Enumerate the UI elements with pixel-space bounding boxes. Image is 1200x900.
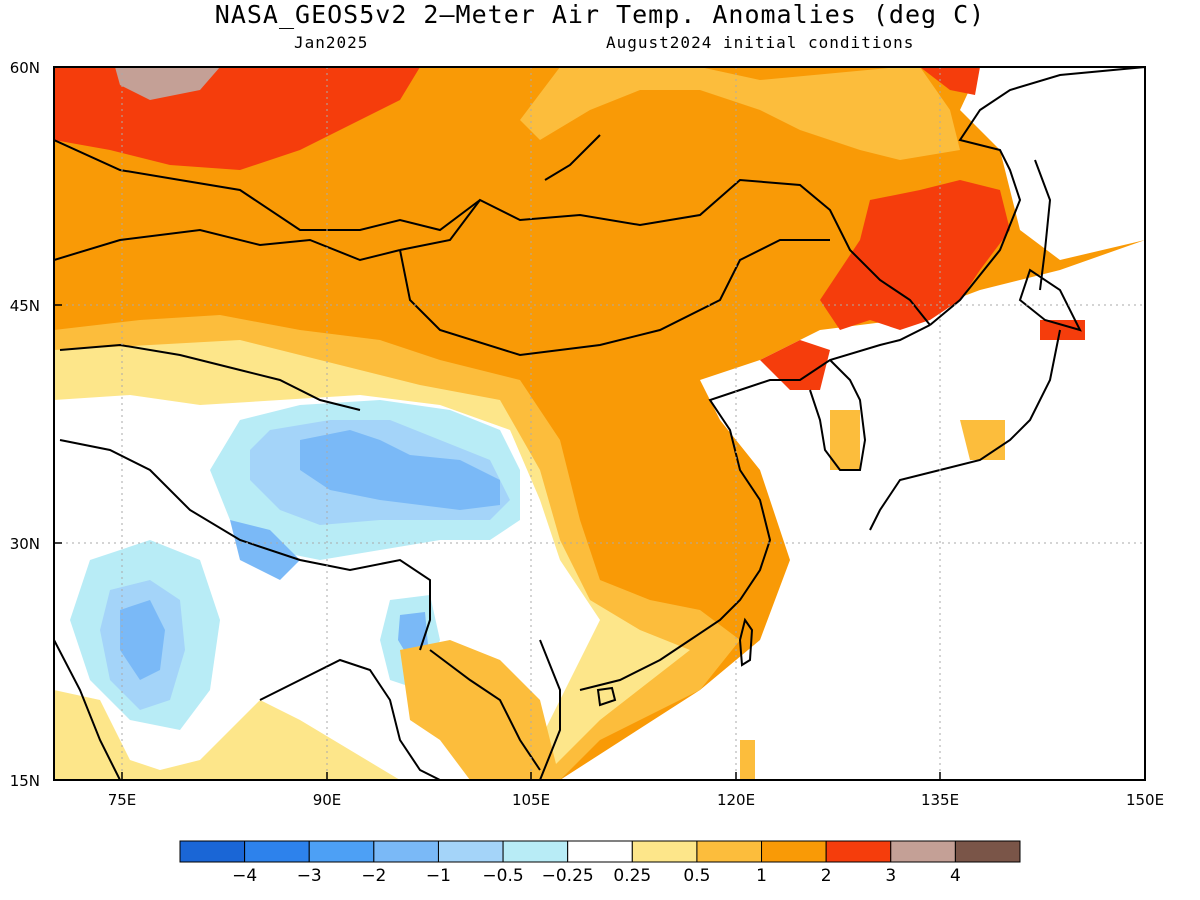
okhotsk-coastline	[929, 67, 1145, 326]
colorbar-swatch	[244, 840, 310, 863]
himalaya-border	[59, 439, 431, 651]
colorbar-swatch	[631, 840, 698, 863]
coastlines	[54, 67, 1145, 780]
colorbar-label: −0.5	[482, 866, 523, 886]
coolest-tibet-region	[300, 430, 500, 510]
warm-indochina-region	[400, 640, 560, 780]
coolest-himalaya-region	[230, 520, 300, 580]
colorbar-label: 0.5	[683, 866, 710, 886]
colorbar-swatch	[308, 840, 375, 863]
hot-far-east-region	[920, 67, 980, 95]
kazakhstan-border	[54, 228, 401, 262]
bengal-coastline	[259, 658, 441, 780]
axis-ticks	[54, 66, 1146, 781]
warm-north-region	[520, 67, 960, 160]
colorbar-swatch	[825, 840, 892, 863]
lat-label: 15N	[10, 772, 40, 790]
lat-axis: 60N 45N 30N 15N	[10, 59, 40, 790]
colorbar: −4 −3 −2 −1 −0.5 −0.25 0.25 0.5 1 2 3 4	[179, 840, 1021, 886]
lon-label: 90E	[313, 791, 342, 809]
hot-hokkaido-region	[1040, 320, 1085, 340]
forecast-month: Jan2025	[294, 33, 369, 52]
central-asia-border	[59, 343, 361, 411]
chart-title: NASA_GEOS5v2 2–Meter Air Temp. Anomalies…	[214, 0, 986, 29]
colorbar-label: −2	[361, 866, 386, 886]
graticule	[54, 67, 1145, 780]
ocean-region	[560, 240, 1145, 780]
lat-label: 45N	[10, 297, 40, 315]
colorbar-label: 0.25	[613, 866, 651, 886]
lon-axis: 75E 90E 105E 120E 135E 150E	[108, 791, 1164, 809]
korea-coastline	[809, 359, 867, 471]
map-frame	[53, 66, 1146, 781]
india-west-coast	[54, 639, 121, 780]
colorbar-swatch	[954, 840, 1021, 863]
anomaly-field	[54, 67, 1145, 780]
indochina-coastline	[539, 639, 561, 780]
colorbar-swatch	[761, 840, 827, 863]
lon-label: 105E	[512, 791, 550, 809]
mongolia-border	[399, 178, 931, 326]
taiwan-coastline	[738, 617, 754, 667]
colorbar-swatch	[437, 840, 504, 863]
colorbar-label: 1	[756, 866, 767, 886]
very-hot-region	[115, 67, 220, 100]
initial-conditions-label: August2024 initial conditions	[606, 33, 915, 52]
sakhalin-coastline	[1034, 159, 1052, 291]
lon-label: 135E	[921, 791, 959, 809]
hot-korea-border-region	[760, 340, 830, 390]
colorbar-swatch	[179, 840, 246, 863]
colorbar-label: −1	[426, 866, 451, 886]
hokkaido-coastline	[1018, 268, 1082, 332]
warm-korea-region	[830, 410, 860, 470]
warm-taiwan-region	[740, 740, 755, 780]
hot-manchuria-region	[820, 180, 1010, 330]
colorbar-swatch	[502, 840, 569, 863]
colorbar-swatch	[696, 840, 763, 863]
colorbar-label: −3	[297, 866, 322, 886]
colorbar-label: 2	[821, 866, 832, 886]
colorbar-swatch	[373, 840, 439, 863]
north-pacific-region	[960, 67, 1145, 260]
lon-label: 120E	[717, 791, 755, 809]
inner-mongolia-border	[399, 239, 830, 357]
lat-label: 30N	[10, 535, 40, 553]
colorbar-swatch	[567, 840, 633, 863]
colorbar-swatch	[890, 840, 956, 863]
laos-border	[429, 649, 541, 771]
lon-label: 150E	[1126, 791, 1164, 809]
lon-label: 75E	[108, 791, 137, 809]
lake-baikal	[544, 134, 601, 181]
colorbar-label: 4	[950, 866, 961, 886]
colorbar-label: −4	[232, 866, 257, 886]
colorbar-label: −0.25	[542, 866, 594, 886]
japan-coastline	[869, 329, 1061, 531]
russia-border	[54, 139, 481, 232]
hainan-coastline	[596, 686, 617, 707]
coolest-india-region	[120, 600, 165, 680]
lat-label: 60N	[10, 59, 40, 77]
colorbar-label: 3	[885, 866, 896, 886]
